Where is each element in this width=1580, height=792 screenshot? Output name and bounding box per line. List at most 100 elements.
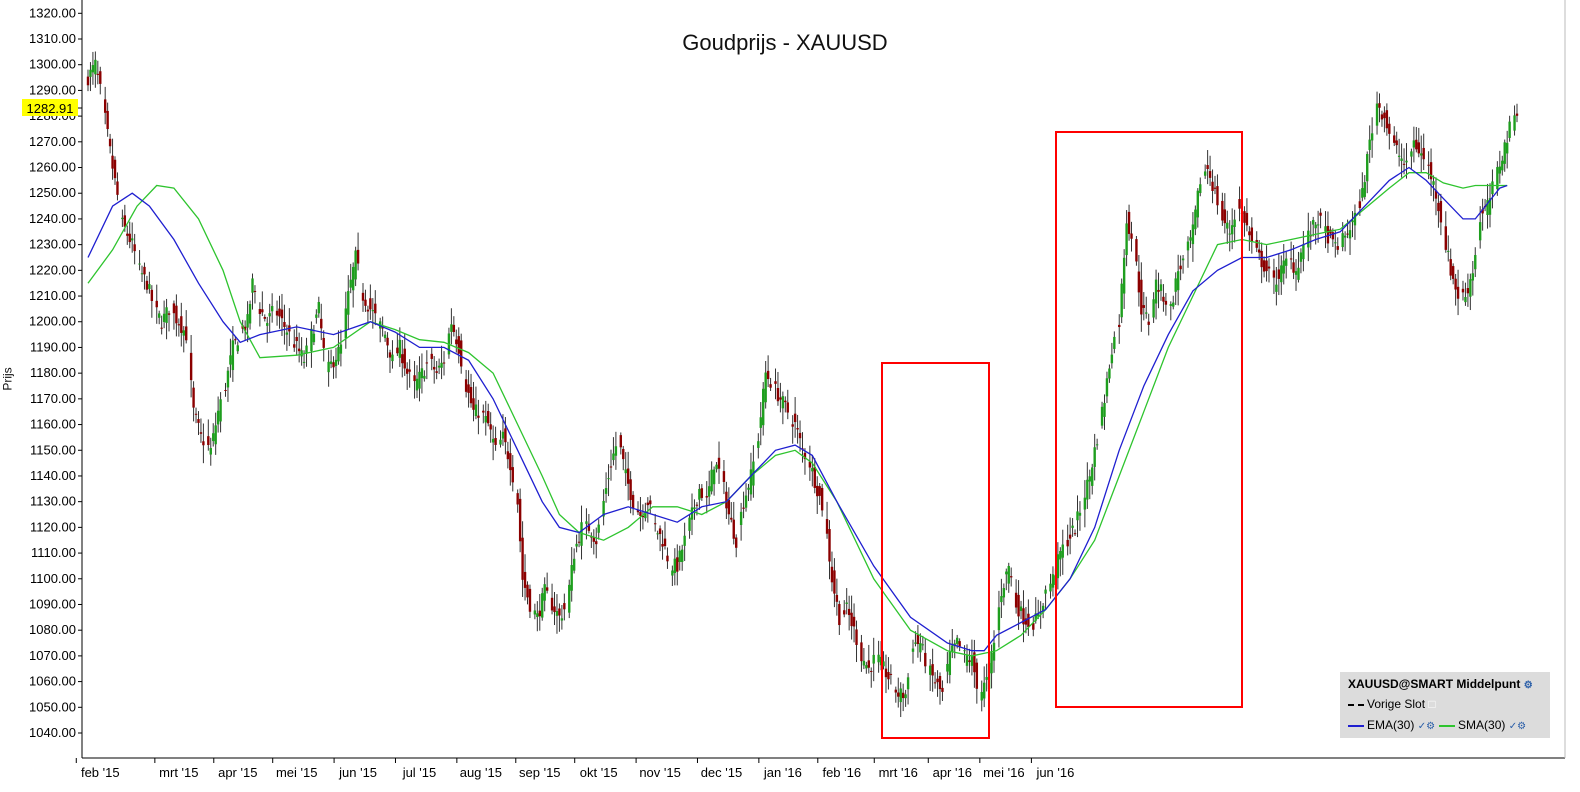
- candle-body: [1319, 212, 1322, 216]
- candle-body: [1366, 154, 1369, 182]
- y-tick-label: 1110.00: [31, 545, 76, 560]
- candle-body: [958, 641, 961, 647]
- candle-body: [1451, 266, 1455, 279]
- candle-body: [482, 410, 485, 413]
- candle-body: [1238, 199, 1241, 209]
- candle-body: [700, 488, 704, 498]
- candle-body: [543, 584, 546, 601]
- candle-body: [1196, 190, 1200, 218]
- candle-body: [1041, 605, 1045, 613]
- candle-body: [401, 354, 404, 364]
- candle-body: [356, 249, 360, 264]
- candle-body: [455, 339, 458, 345]
- candle-body: [1336, 246, 1339, 250]
- candle-body: [1393, 135, 1396, 143]
- candle-body: [965, 655, 969, 666]
- candle-body: [464, 379, 468, 392]
- candle-body: [730, 517, 733, 520]
- x-tick-label: feb '16: [822, 765, 861, 780]
- candle-body: [413, 375, 416, 382]
- candle-body: [172, 303, 176, 314]
- candle-body: [884, 668, 888, 678]
- candle-body: [1037, 613, 1040, 617]
- candle-body: [545, 587, 549, 591]
- candle-body: [1223, 209, 1227, 224]
- candle-body: [852, 616, 856, 627]
- candle-body: [369, 298, 372, 310]
- candle-body: [1432, 181, 1435, 185]
- candle-body: [816, 485, 819, 497]
- candle-body: [1248, 231, 1251, 236]
- candle-body: [631, 494, 635, 509]
- y-tick-label: 1290.00: [29, 82, 76, 97]
- candle-body: [1076, 511, 1079, 521]
- candle-body: [1312, 219, 1315, 225]
- candle-body: [577, 541, 581, 543]
- candle-body: [595, 541, 598, 545]
- candle-body: [786, 402, 789, 413]
- candle-body: [649, 500, 652, 505]
- x-tick-label: apr '16: [933, 765, 972, 780]
- gear-icon[interactable]: ⚙: [1517, 721, 1527, 732]
- candle-body: [1456, 286, 1460, 299]
- sma30-line: [87, 172, 1508, 657]
- candle-body: [1100, 406, 1104, 426]
- candle-body: [798, 432, 802, 439]
- y-tick-label: 1120.00: [30, 519, 76, 534]
- candle-body: [587, 523, 591, 531]
- candle-body: [165, 307, 168, 323]
- candle-body: [931, 664, 934, 676]
- highlight-box: [1055, 131, 1243, 708]
- candle-body: [924, 652, 927, 667]
- candle-body: [138, 263, 141, 265]
- candle-body: [779, 397, 782, 400]
- candle-body: [1346, 233, 1349, 235]
- legend[interactable]: XAUUSD@SMART Middelpunt ⚙ Vorige Slot □ …: [1340, 672, 1550, 738]
- candle-body: [1275, 284, 1278, 292]
- candle-body: [1383, 112, 1386, 119]
- candle-body: [231, 340, 235, 371]
- candle-body: [197, 419, 200, 423]
- candle-body: [1140, 279, 1143, 315]
- checkbox-icon[interactable]: □: [1428, 697, 1436, 711]
- gear-icon[interactable]: ⚙: [1426, 721, 1436, 732]
- candle-body: [1174, 278, 1177, 292]
- candle-body: [735, 537, 738, 548]
- y-tick-label: 1070.00: [29, 648, 76, 663]
- candle-body: [1402, 163, 1406, 165]
- candle-body: [781, 396, 785, 409]
- candle-body: [1005, 571, 1008, 575]
- candle-body: [1250, 227, 1254, 242]
- candle-body: [371, 310, 375, 312]
- candle-body: [609, 466, 613, 468]
- candle-body: [683, 535, 686, 546]
- candle-body: [558, 608, 561, 616]
- candle-body: [1471, 273, 1475, 281]
- candle-body: [1017, 594, 1020, 617]
- candle-body: [916, 634, 920, 645]
- check-icon[interactable]: ✓: [1508, 721, 1518, 732]
- candle-body: [96, 73, 100, 75]
- candle-body: [914, 642, 917, 644]
- candle-body: [460, 340, 463, 367]
- candle-body: [143, 266, 146, 275]
- candle-body: [1162, 296, 1165, 302]
- candle-body: [1061, 544, 1064, 558]
- candle-body: [405, 368, 409, 374]
- x-tick-label: apr '15: [218, 765, 257, 780]
- legend-ema: EMA(30): [1367, 718, 1415, 732]
- check-icon[interactable]: ✓: [1417, 721, 1427, 732]
- candle-body: [214, 425, 217, 445]
- candle-body: [199, 432, 203, 434]
- x-tick-label: jun '15: [338, 765, 377, 780]
- candle-body: [160, 327, 163, 329]
- x-tick-label: mei '15: [276, 765, 318, 780]
- y-tick-label: 1140.00: [30, 468, 76, 483]
- candle-body: [847, 608, 851, 616]
- candle-body: [263, 316, 266, 319]
- candle-body: [111, 155, 114, 169]
- candle-body: [710, 469, 713, 492]
- gear-icon[interactable]: ⚙: [1523, 680, 1533, 691]
- candle-body: [1181, 258, 1185, 261]
